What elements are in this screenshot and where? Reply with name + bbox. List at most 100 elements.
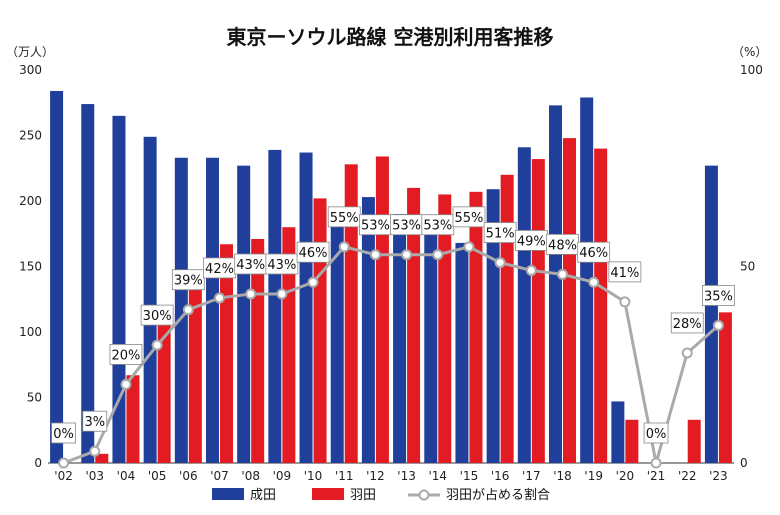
bar-haneda: [594, 148, 608, 463]
share-point: [401, 249, 413, 261]
x-tick-label: '15: [460, 469, 479, 483]
x-tick-label: '21: [647, 469, 666, 483]
bar-haneda: [500, 174, 514, 464]
bar-narita: [174, 157, 188, 463]
percent-label: 49%: [517, 234, 546, 249]
percent-label-box: [608, 261, 642, 283]
share-point: [182, 304, 194, 316]
percent-label: 53%: [423, 219, 452, 234]
legend-marker-share: [418, 489, 430, 501]
x-tick-label: '11: [335, 469, 354, 483]
x-tick-label: '13: [397, 469, 416, 483]
percent-labels: 0%3%20%30%39%42% 43% 43%46%55%53% 53% 53%55%…: [51, 206, 735, 444]
x-tick-label: '12: [366, 469, 385, 483]
percent-label: 48%: [548, 238, 577, 253]
legend-label-narita: 成田: [250, 488, 276, 503]
percent-label: 53%: [392, 219, 421, 234]
bars: [50, 90, 732, 464]
percent-label: 28%: [673, 317, 702, 332]
x-tick-label: '08: [241, 469, 260, 483]
y-left-tick-label: 250: [19, 129, 42, 143]
bar-narita: [143, 136, 157, 463]
percent-label-box: [577, 241, 611, 263]
x-tick-label: '23: [709, 469, 728, 483]
share-polyline: [63, 245, 720, 465]
bar-narita: [549, 105, 562, 464]
bar-haneda: [282, 227, 296, 463]
y-left-tick-label: 300: [19, 63, 42, 77]
percent-label-box: [51, 422, 76, 444]
share-point: [432, 249, 444, 261]
share-point: [463, 241, 475, 253]
share-point: [338, 241, 350, 253]
x-tick-label: '20: [616, 469, 635, 483]
bar-haneda: [188, 271, 202, 463]
x-tick-label: '10: [304, 469, 323, 483]
y-left-tick-label: 0: [34, 456, 42, 470]
x-tick-label: '09: [273, 469, 292, 483]
share-point: [214, 292, 225, 304]
share-point: [619, 296, 631, 308]
x-tick-label: '22: [678, 469, 697, 483]
percent-label-box: [296, 241, 330, 263]
x-tick-label: '07: [210, 469, 229, 483]
y-right-unit: （%）: [732, 45, 767, 59]
x-tick-label: '19: [584, 469, 603, 483]
y-left-tick-label: 200: [19, 194, 42, 208]
x-tick-label: '17: [522, 469, 541, 483]
bar-haneda: [375, 156, 389, 463]
legend-swatch-haneda: [312, 488, 344, 500]
bar-narita: [455, 242, 469, 463]
x-tick-label: '14: [428, 469, 447, 483]
y-right-tick-label: 100: [740, 63, 763, 77]
x-tick-label: '06: [179, 469, 198, 483]
share-point: [588, 276, 600, 288]
percent-label-box: [452, 206, 486, 228]
legend-label-haneda: 羽田: [350, 488, 376, 503]
percent-label: 43%: [236, 258, 265, 273]
x-tick-label: '04: [117, 469, 136, 483]
bar-narita: [299, 152, 313, 463]
bar-haneda: [313, 198, 327, 463]
bar-narita: [237, 165, 251, 463]
y-left-tick-label: 50: [27, 391, 42, 405]
x-tick-label: '16: [491, 469, 510, 483]
chart-title: 東京ーソウル路線 空港別利用客推移: [227, 25, 554, 49]
bar-haneda: [687, 419, 701, 463]
share-point: [650, 457, 662, 469]
percent-label: 53%: [361, 219, 390, 234]
bar-narita: [50, 90, 64, 464]
x-tick-label: '03: [85, 469, 104, 483]
percent-label: 39%: [174, 274, 203, 289]
bar-narita: [268, 149, 282, 463]
share-point: [89, 445, 101, 457]
bar-haneda: [718, 312, 732, 463]
x-ticks: '02 '03 '04 '05 '06 '07 '08 '09 '10 '11 '12 '13 '14 '…: [54, 469, 727, 483]
share-point: [307, 276, 319, 288]
bar-narita: [704, 165, 718, 463]
bar-narita: [393, 214, 407, 463]
x-tick-label: '05: [148, 469, 167, 483]
percent-label: 43%: [267, 258, 296, 273]
x-tick-label: '02: [54, 469, 73, 483]
percent-label: 0%: [646, 427, 667, 442]
percent-label-box: [140, 304, 174, 326]
percent-label-box: [265, 253, 299, 275]
bar-haneda: [625, 419, 639, 463]
share-line: [58, 241, 724, 469]
percent-label: 46%: [299, 246, 328, 261]
percent-label: 51%: [486, 227, 515, 242]
share-point: [681, 347, 693, 359]
percent-label: 46%: [579, 246, 608, 261]
share-point: [525, 264, 537, 276]
percent-label-box: [670, 312, 704, 334]
share-point: [494, 257, 506, 269]
share-point: [369, 249, 381, 261]
y-right-tick-label: 0: [740, 456, 748, 470]
share-point: [120, 378, 132, 390]
x-tick-label: '18: [553, 469, 572, 483]
percent-label-box: [171, 269, 205, 291]
bar-narita: [611, 401, 625, 463]
y-right-tick-label: 50: [740, 260, 755, 274]
bar-narita: [112, 115, 126, 463]
